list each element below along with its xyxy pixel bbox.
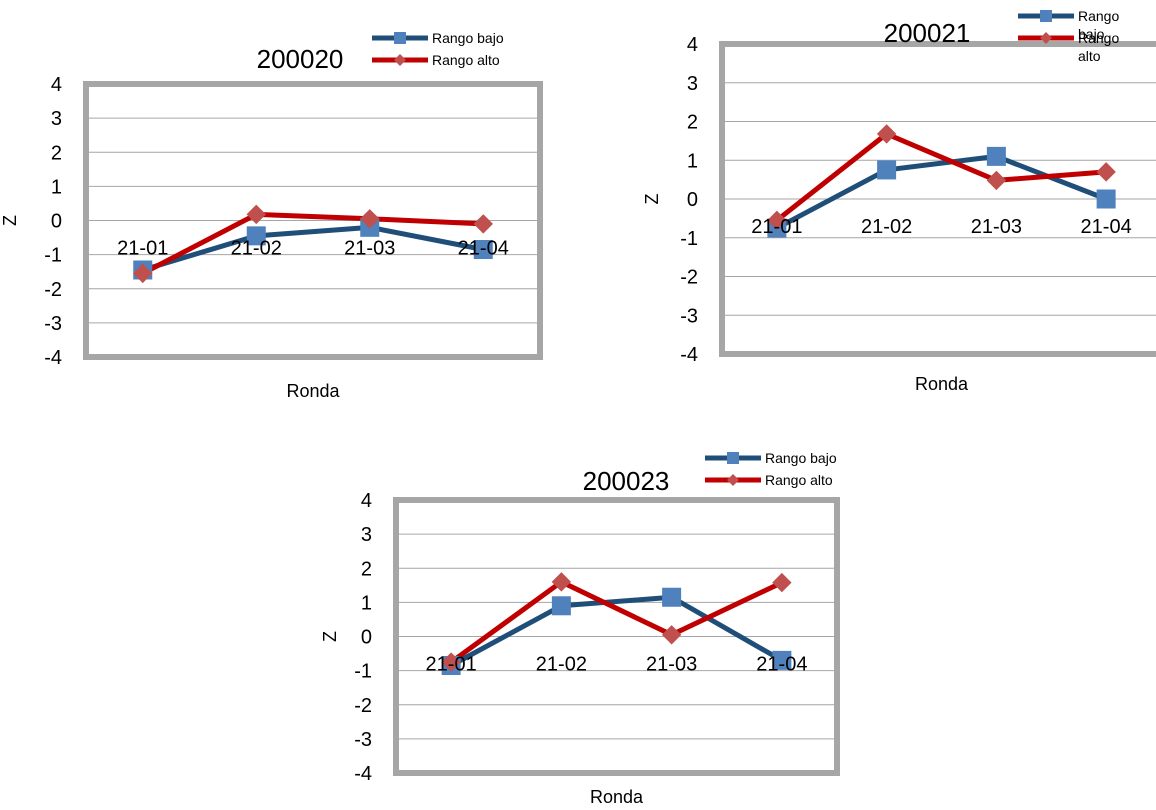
data-point-rango-bajo — [246, 226, 266, 246]
y-tick-label: 2 — [51, 142, 62, 164]
chart-200020-svg: 4 3 2 1 0 -1 -2 -3 -4 Z 21-01 21-02 21-03 21-04 200020… — [0, 30, 543, 401]
data-point-rango-alto — [767, 210, 787, 231]
chart-title: 200021 — [884, 18, 971, 48]
legend-marker-rango-bajo — [727, 452, 739, 464]
data-point-rango-bajo — [986, 146, 1006, 166]
legend-marker-rango-alto — [1040, 32, 1052, 44]
y-tick-label: -4 — [44, 347, 62, 369]
x-axis-label: Ronda — [286, 381, 340, 401]
data-point-rango-bajo — [473, 240, 493, 260]
y-tick-label: -3 — [354, 729, 372, 751]
legend-label: Rango alto — [765, 472, 833, 488]
y-tick-label: -3 — [44, 313, 62, 335]
data-point-rango-bajo — [772, 650, 792, 670]
series-line-rango-alto — [141, 211, 484, 276]
x-tick-label: 21-01 — [426, 654, 477, 676]
y-tick-label: 2 — [361, 558, 372, 580]
x-tick-label: 21-03 — [646, 654, 697, 676]
legend-marker-rango-alto — [727, 474, 739, 486]
y-tick-label: 3 — [361, 524, 372, 546]
data-point-rango-alto — [661, 625, 682, 645]
y-tick-label: 2 — [687, 112, 698, 134]
x-tick-label: 21-04 — [756, 654, 807, 676]
y-axis-label: Z — [0, 215, 20, 226]
data-point-rango-alto — [246, 204, 266, 225]
data-point-rango-bajo — [662, 587, 682, 607]
chart-200021-svg: 4 3 2 1 0 -1 -2 -3 -4 Z 21-01 21-02 21-03 21-04 200021… — [642, 8, 1156, 394]
y-tick-label: 0 — [51, 211, 62, 233]
data-point-rango-alto — [360, 209, 380, 229]
series-line-rango-alto — [775, 131, 1107, 223]
x-axis-label: Ronda — [915, 374, 969, 394]
y-tick-label: 4 — [361, 490, 372, 512]
legend-label: Rango bajo — [765, 450, 837, 466]
y-tick-label: -2 — [354, 695, 372, 717]
data-point-rango-alto — [772, 572, 792, 593]
legend-marker-rango-bajo — [1040, 10, 1052, 22]
data-point-rango-alto — [876, 124, 897, 144]
chart-title: 200020 — [257, 44, 344, 74]
data-point-rango-alto — [473, 214, 493, 234]
x-tick-label: 21-01 — [117, 238, 168, 260]
data-point-rango-alto — [1096, 162, 1116, 182]
y-axis-label: Z — [320, 631, 340, 642]
y-tick-label: -1 — [680, 228, 698, 250]
data-point-rango-alto — [441, 652, 461, 672]
y-tick-label: 4 — [687, 34, 698, 56]
legend-label: Rango bajo — [432, 30, 504, 46]
data-point-rango-bajo — [877, 160, 897, 180]
chart-title: 200023 — [583, 466, 670, 496]
data-point-rango-alto — [133, 263, 153, 284]
y-tick-label: 0 — [687, 189, 698, 211]
x-tick-label: 21-03 — [344, 238, 395, 260]
y-tick-label: -1 — [354, 661, 372, 683]
y-tick-label: 1 — [361, 592, 372, 614]
y-axis-label: Z — [642, 194, 662, 205]
legend-marker-rango-bajo — [394, 32, 406, 44]
y-tick-label: -3 — [680, 305, 698, 327]
series-line-rango-bajo — [142, 224, 484, 273]
legend-marker-rango-alto — [394, 54, 406, 66]
x-axis-label: Ronda — [590, 787, 644, 807]
x-tick-label: 21-01 — [751, 216, 802, 238]
y-tick-label: 0 — [361, 627, 372, 649]
y-tick-label: -4 — [680, 344, 698, 366]
x-tick-label: 21-02 — [536, 654, 587, 676]
data-point-rango-alto — [986, 170, 1007, 191]
legend-label: Rango bajo — [1078, 8, 1119, 42]
data-point-rango-bajo — [551, 596, 571, 616]
y-tick-label: 3 — [687, 73, 698, 95]
y-tick-label: -2 — [680, 267, 698, 289]
chart-200023: 4 3 2 1 0 -1 -2 -3 -4 Z 21-01 21-02 21-03 21-04 200023… — [300, 420, 878, 810]
y-tick-label: 1 — [687, 150, 698, 172]
x-tick-label: 21-02 — [861, 216, 912, 238]
data-point-rango-bajo — [1096, 189, 1116, 209]
y-tick-label: 3 — [51, 108, 62, 130]
y-tick-label: -2 — [44, 279, 62, 301]
y-tick-label: -1 — [44, 245, 62, 267]
data-point-rango-alto — [551, 572, 572, 592]
chart-200023-svg: 4 3 2 1 0 -1 -2 -3 -4 Z 21-01 21-02 21-03 21-04 200023… — [320, 450, 840, 807]
y-tick-label: 1 — [51, 176, 62, 198]
x-tick-label: 21-04 — [458, 238, 509, 260]
chart-200021: 4 3 2 1 0 -1 -2 -3 -4 Z 21-01 21-02 21-03 21-04 200021… — [578, 0, 1156, 410]
x-tick-label: 21-02 — [231, 238, 282, 260]
y-tick-label: 4 — [51, 74, 62, 96]
chart-200020: 4 3 2 1 0 -1 -2 -3 -4 Z 21-01 21-02 21-03 21-04 200020… — [0, 0, 578, 410]
legend-label: Rango alto — [432, 52, 500, 68]
series-line-rango-bajo — [449, 594, 784, 668]
y-tick-label: -4 — [354, 763, 372, 785]
x-tick-label: 21-03 — [971, 216, 1022, 238]
legend-label: Rango alto — [1078, 30, 1119, 64]
series-line-rango-alto — [449, 579, 783, 665]
x-tick-label: 21-04 — [1081, 216, 1132, 238]
